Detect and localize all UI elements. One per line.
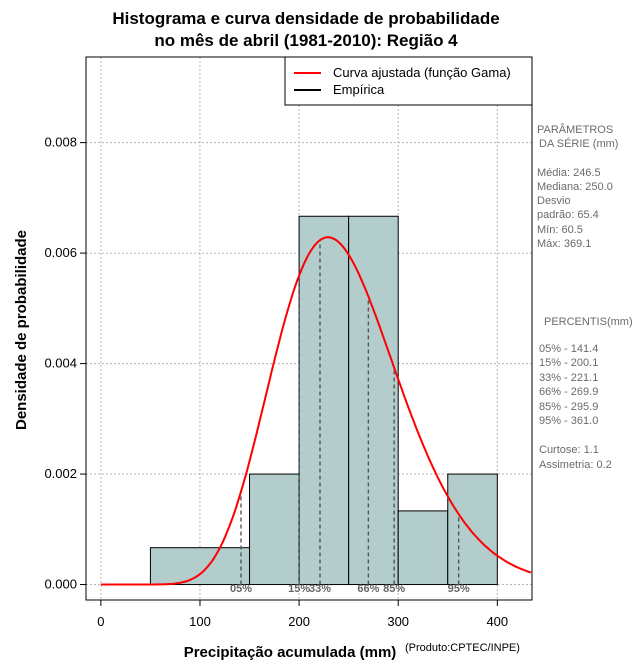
series-parameters-panel: PARÂMETROS DA SÉRIE (mm) Média: 246.5 Me… [537,123,633,471]
percentile-label: 33% [309,583,331,595]
percentile-85: 85% - 295.9 [539,401,598,413]
x-tick-label: 400 [486,614,508,629]
histogram-bar [298,215,350,586]
y-tick-label: 0.006 [44,245,77,260]
y-axis: 0.000 0.002 0.004 0.006 0.008 [44,135,86,592]
percentile-label: 95% [448,583,470,595]
percentile-15: 15% - 200.1 [539,357,598,369]
percentile-66: 66% - 269.9 [539,386,598,398]
x-axis: 0 100 200 300 400 [97,600,508,629]
percentile-05: 05% - 141.4 [539,343,598,355]
y-tick-label: 0.008 [44,135,77,150]
x-axis-label: Precipitação acumulada (mm) [184,644,397,660]
percentile-label: 66% [357,583,379,595]
y-axis-label: Densidade de probabilidade [13,230,30,430]
chart-title-line-1: Histograma e curva densidade de probabil… [112,9,499,28]
legend-box [284,56,533,106]
params-title-1: PARÂMETROS [537,123,613,136]
param-assimetria: Assimetria: 0.2 [539,459,612,471]
percentis-title: PERCENTIS(mm) [544,316,633,328]
histogram-bars [149,215,498,586]
histogram-bar [149,547,251,586]
param-desvio-2: padrão: 65.4 [537,209,599,221]
param-desvio-1: Desvio [537,195,571,207]
param-mediana: Mediana: 250.0 [537,181,613,193]
percentile-label: 05% [230,583,252,595]
y-tick-label: 0.004 [44,356,77,371]
fit-curve-group [100,236,532,586]
x-tick-label: 300 [387,614,409,629]
percentile-95: 95% - 361.0 [539,415,598,427]
percentile-label: 15% [288,583,310,595]
percentile-label: 85% [383,583,405,595]
x-tick-label: 0 [97,614,104,629]
legend-fit-label: Curva ajustada (função Gama) [333,65,511,80]
histogram-bar [397,510,449,586]
y-tick-label: 0.000 [44,577,77,592]
param-min: Mín: 60.5 [537,224,583,236]
legend-empirical-label: Empírica [333,82,385,97]
param-curtose: Curtose: 1.1 [539,444,599,456]
param-media: Média: 246.5 [537,167,601,179]
chart-title-line-2: no mês de abril (1981-2010): Região 4 [154,31,458,50]
histogram-bar [348,215,399,586]
histogram-bar [249,473,300,586]
credit-label: (Produto:CPTEC/INPE) [405,642,520,654]
percentile-labels: 05% 15%33% 66% 85% 95% [230,583,470,595]
param-max: Máx: 369.1 [537,238,591,250]
x-tick-label: 100 [189,614,211,629]
percentile-lines [240,240,460,585]
legend: Curva ajustada (função Gama) Empírica [284,56,533,106]
fit-curve-line [100,236,532,586]
x-tick-label: 200 [288,614,310,629]
histogram-bar [447,473,498,586]
y-tick-label: 0.002 [44,466,77,481]
params-title-2: DA SÉRIE (mm) [539,137,618,150]
percentile-33: 33% - 221.1 [539,372,598,384]
